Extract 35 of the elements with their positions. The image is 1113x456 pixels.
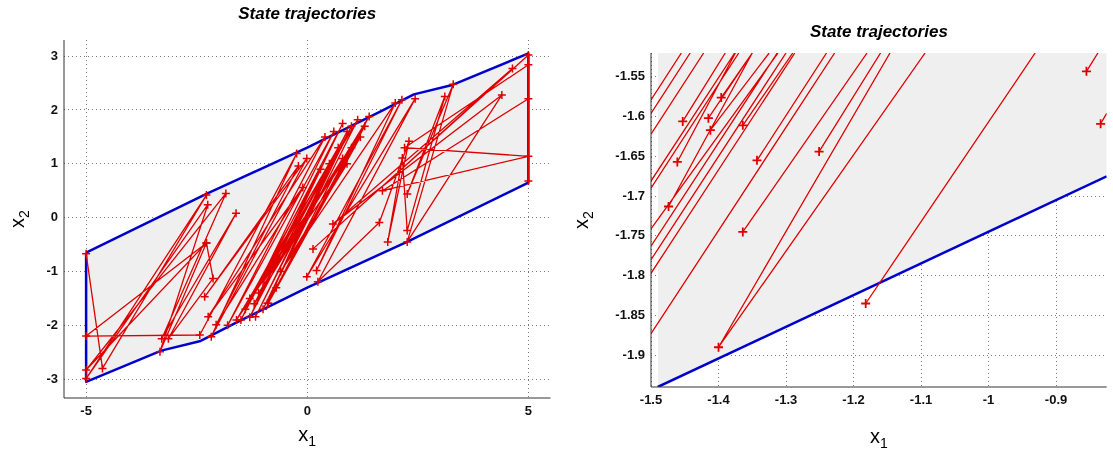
chart-title: State trajectories: [809, 21, 948, 41]
point: [737, 226, 749, 238]
point: [751, 154, 763, 166]
x-tick-label: -0.9: [1044, 392, 1068, 408]
y-tick-label: 0: [50, 209, 58, 225]
x-tick-label: -1: [982, 392, 995, 408]
x-tick-label: -1.5: [639, 392, 663, 408]
y-tick-label: -3: [46, 370, 58, 386]
y-tick-label: -1.7: [622, 187, 645, 203]
y-tick-label: -1.9: [622, 346, 645, 362]
x-tick-label: -1.2: [842, 392, 865, 408]
y-axis-title: x2: [5, 209, 32, 228]
x-tick-label: 5: [524, 403, 532, 419]
y-tick-label: -1.65: [615, 147, 645, 163]
y-tick-label: -1: [46, 263, 58, 279]
x-tick-label: -1.3: [774, 392, 798, 408]
point: [1095, 118, 1107, 130]
y-tick-label: -1.55: [615, 68, 645, 84]
x-tick-label: -1.1: [909, 392, 933, 408]
y-tick-label: -2: [46, 316, 58, 332]
x-tick-label: -5: [80, 403, 92, 419]
y-axis-title: x2: [569, 210, 596, 229]
x-tick-label: 0: [303, 403, 311, 419]
y-tick-label: -1.75: [615, 227, 645, 243]
y-tick-label: 1: [50, 155, 58, 171]
x-tick-label: -1.4: [707, 392, 731, 408]
point: [737, 119, 749, 131]
y-tick-label: 2: [50, 101, 58, 117]
y-tick-label: -1.85: [615, 307, 645, 323]
point: [671, 156, 683, 168]
y-tick-label: -1.6: [622, 108, 645, 124]
y-tick-label: 3: [50, 47, 58, 63]
y-tick-label: -1.8: [622, 267, 645, 283]
chart-title: State trajectories: [238, 3, 377, 23]
point: [702, 112, 714, 124]
